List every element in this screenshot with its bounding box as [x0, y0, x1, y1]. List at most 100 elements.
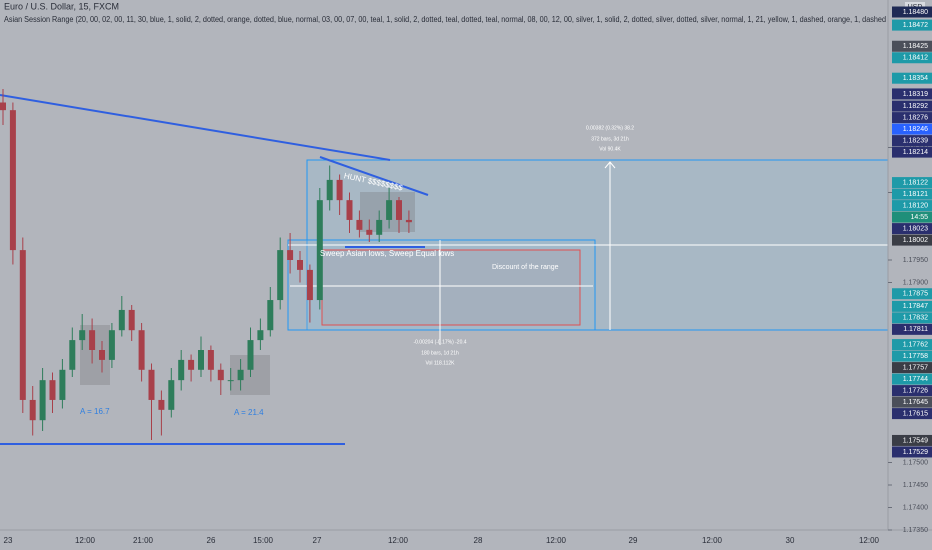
price-badge-label: 1.17744 — [903, 376, 928, 383]
price-badge — [892, 223, 932, 235]
price-badge — [892, 362, 932, 374]
candle-body — [297, 260, 303, 270]
price-badge — [892, 6, 932, 18]
price-badge-label: 1.17757 — [903, 364, 928, 371]
time-label: 12:00 — [702, 536, 723, 545]
measure-text: 180 bars, 1d 21h — [421, 350, 459, 356]
price-tick-label: 1.17400 — [903, 504, 928, 511]
price-badge-label: 1.17875 — [903, 291, 928, 298]
price-badge-label: 1.17811 — [903, 326, 928, 333]
trend-line — [0, 94, 391, 161]
candle-body — [207, 350, 214, 370]
discount-box — [321, 249, 581, 326]
price-badge — [892, 396, 932, 408]
symbol: Euro / U.S. Dollar, 15, FXCM — [4, 1, 119, 11]
candle-body — [69, 340, 76, 370]
price-tick-label: 1.17950 — [903, 257, 928, 264]
price-badge — [892, 350, 932, 362]
candle-body — [326, 179, 333, 201]
candle-body — [287, 250, 294, 260]
candle-body — [257, 330, 264, 341]
price-badge-label: 1.18412 — [903, 55, 928, 62]
annotation: A = 21.4 — [234, 408, 264, 417]
candle-body — [316, 200, 323, 301]
price-badge-label: 1.18122 — [903, 179, 928, 186]
price-badge — [892, 40, 932, 52]
time-label: 28 — [474, 536, 483, 545]
price-badge-label: 1.17726 — [903, 387, 928, 394]
measure-text: -0.00204 (-0.17%) -20.4 — [413, 339, 466, 345]
price-badge-label: 1.18472 — [903, 22, 928, 29]
candle-body — [376, 219, 383, 235]
axes: 1.182001.181001.179501.179001.175001.174… — [4, 6, 932, 545]
candle-body — [9, 110, 16, 251]
price-badge-label: 1.18239 — [903, 137, 928, 144]
price-badge — [892, 146, 932, 158]
time-label: 23 — [4, 536, 13, 545]
price-badge-label: 1.18121 — [903, 191, 928, 198]
candle-body — [336, 179, 343, 201]
candle-body — [99, 350, 105, 360]
price-badge — [892, 88, 932, 100]
time-label: 15:00 — [253, 536, 274, 545]
candle-body — [168, 380, 175, 410]
price-badge-label: 1.17847 — [903, 303, 928, 310]
price-badge-label: 1.17832 — [903, 315, 928, 322]
arrow-head — [604, 161, 616, 169]
candle-body — [198, 350, 204, 370]
price-badge — [892, 177, 932, 189]
candle-body — [108, 330, 115, 360]
price-badge — [892, 112, 932, 124]
candle-body — [306, 269, 313, 301]
price-badge-label: 1.18214 — [903, 149, 928, 156]
candle-body — [59, 369, 66, 400]
drawings — [0, 0, 932, 531]
candle-body — [366, 229, 373, 235]
measure-box — [287, 239, 596, 331]
measure-text: 0.00382 (0.32%) 38.2 — [586, 125, 634, 131]
price-badge — [892, 52, 932, 64]
candle-body — [247, 340, 254, 370]
price-badge — [892, 323, 932, 335]
price-badge-label: 1.18354 — [903, 75, 928, 82]
candle-body — [227, 380, 234, 382]
trend-line — [319, 156, 429, 196]
price-badge — [892, 211, 932, 223]
candle-body — [217, 369, 224, 381]
candle-body — [386, 200, 393, 220]
time-label: 21:00 — [133, 536, 154, 545]
price-badge — [892, 312, 932, 324]
price-badge — [892, 339, 932, 351]
candle-body — [277, 250, 284, 301]
price-badge — [892, 72, 932, 84]
time-label: 30 — [786, 536, 795, 545]
candle-body — [128, 309, 135, 331]
candle-body — [178, 359, 185, 381]
candle-body — [138, 330, 145, 370]
price-badge-label: 1.18023 — [903, 225, 928, 232]
price-tick-label: 1.17500 — [903, 459, 928, 466]
candle-body — [356, 219, 363, 230]
price-tick-label: 1.17350 — [903, 527, 928, 534]
candle-body — [39, 380, 46, 421]
time-label: 27 — [313, 536, 322, 545]
time-label: 12:00 — [546, 536, 567, 545]
price-badge — [892, 446, 932, 458]
candle-body — [29, 399, 36, 421]
price-badge — [892, 100, 932, 112]
price-badge-label: 14:55 — [910, 214, 928, 221]
price-badge-label: 1.18276 — [903, 114, 928, 121]
time-label: 29 — [629, 536, 638, 545]
candle-body — [79, 330, 86, 341]
candle-body — [89, 330, 96, 350]
price-tick-label: 1.17450 — [903, 482, 928, 489]
price-badge-label: 1.18425 — [903, 43, 928, 50]
price-badge-label: 1.17762 — [903, 341, 928, 348]
price-badge-label: 1.18480 — [903, 9, 928, 16]
price-badge-label: 1.18120 — [903, 202, 928, 209]
candle-body — [237, 369, 244, 381]
measure-text: 372 bars, 3d 21h — [591, 136, 629, 142]
price-badge — [892, 300, 932, 312]
candle-body — [19, 250, 26, 400]
